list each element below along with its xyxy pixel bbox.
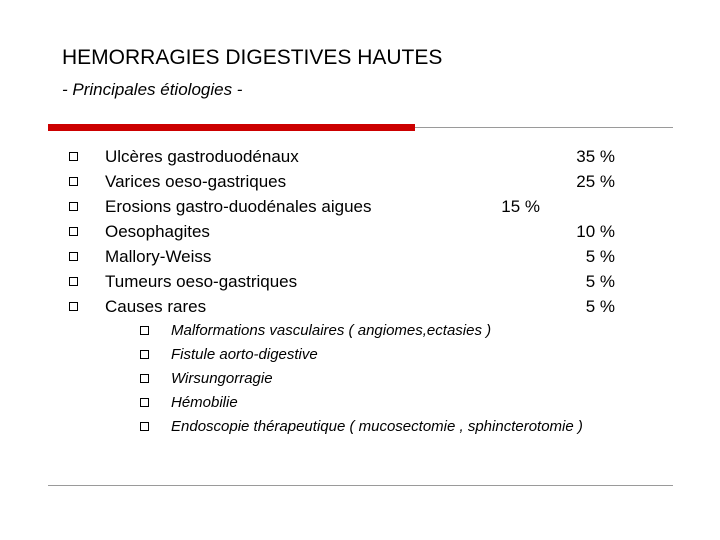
- hollow-square-icon: [69, 252, 78, 261]
- list-item: Tumeurs oeso-gastriques: [105, 272, 298, 291]
- sub-list-item: Hémobilie: [171, 394, 238, 411]
- hollow-square-icon: [69, 177, 78, 186]
- hollow-square-icon: [140, 326, 149, 335]
- slide-title: HEMORRAGIES DIGESTIVES HAUTES: [62, 46, 443, 69]
- list-item-value: 10 %: [576, 222, 615, 241]
- list-item-value: 25 %: [576, 172, 615, 191]
- list-item: Causes rares: [105, 297, 207, 316]
- sub-list-item: Fistule aorto-digestive: [171, 346, 318, 363]
- list-item: Erosions gastro-duodénales aigues: [105, 197, 372, 216]
- sub-list-item: Malformations vasculaires ( angiomes,ect…: [171, 322, 492, 339]
- list-item-value: 15 %: [501, 197, 540, 216]
- hollow-square-icon: [69, 202, 78, 211]
- list-item: Ulcères gastroduodénaux: [105, 147, 299, 166]
- list-item: Varices oeso-gastriques: [105, 172, 287, 191]
- list-item-value: 5 %: [585, 272, 615, 291]
- list-item: Mallory-Weiss: [105, 247, 212, 266]
- list-item: Oesophagites: [105, 222, 210, 241]
- hollow-square-icon: [140, 422, 149, 431]
- list-item-value: 5 %: [585, 247, 615, 266]
- hollow-square-icon: [140, 350, 149, 359]
- hollow-square-icon: [69, 277, 78, 286]
- sub-list-item: Wirsungorragie: [171, 370, 273, 387]
- list-item-value: 5 %: [585, 297, 615, 316]
- hollow-square-icon: [69, 227, 78, 236]
- accent-bar: [48, 124, 415, 131]
- hollow-square-icon: [69, 152, 78, 161]
- slide-subtitle: - Principales étiologies -: [62, 80, 243, 99]
- hollow-square-icon: [140, 374, 149, 383]
- hollow-square-icon: [140, 398, 149, 407]
- sub-list-item: Endoscopie thérapeutique ( mucosectomie …: [171, 418, 583, 435]
- bottom-divider: [48, 485, 673, 486]
- hollow-square-icon: [69, 302, 78, 311]
- list-item-value: 35 %: [576, 147, 615, 166]
